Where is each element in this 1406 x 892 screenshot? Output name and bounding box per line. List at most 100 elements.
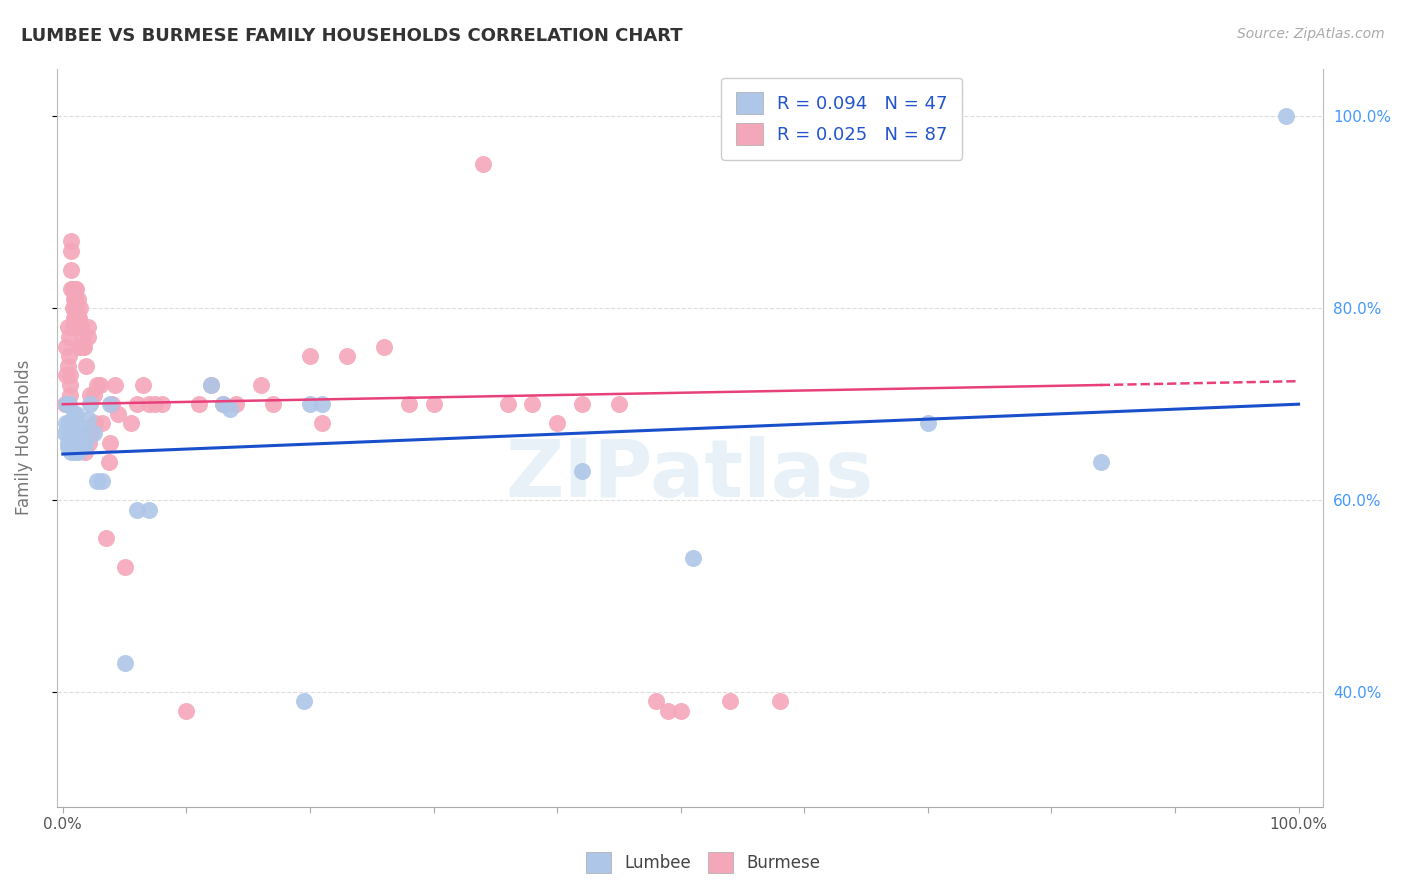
Point: [62, 320, 84, 334]
Point: [645, 694, 668, 708]
Point: [571, 397, 593, 411]
Point: [60, 445, 83, 459]
Point: [107, 407, 129, 421]
Point: [70, 441, 93, 455]
Point: [150, 397, 173, 411]
Point: [669, 704, 692, 718]
Point: [225, 397, 247, 411]
Point: [187, 397, 209, 411]
Point: [76, 320, 98, 334]
Point: [311, 397, 333, 411]
Point: [79, 397, 101, 411]
Point: [72, 421, 94, 435]
Point: [75, 359, 97, 373]
Y-axis label: Family Households: Family Households: [15, 360, 32, 516]
Point: [76, 330, 98, 344]
Point: [59, 387, 82, 401]
Point: [83, 425, 105, 440]
Point: [76, 411, 98, 425]
Point: [298, 349, 321, 363]
Point: [58, 417, 80, 431]
Point: [60, 417, 83, 431]
Point: [63, 282, 86, 296]
Point: [58, 349, 80, 363]
Point: [86, 378, 108, 392]
Point: [56, 441, 79, 455]
Legend: R = 0.094   N = 47, R = 0.025   N = 87: R = 0.094 N = 47, R = 0.025 N = 87: [721, 78, 962, 160]
Point: [83, 387, 105, 401]
Point: [60, 263, 83, 277]
Point: [56, 320, 79, 334]
Point: [73, 441, 96, 455]
Point: [56, 435, 79, 450]
Point: [58, 397, 80, 411]
Point: [59, 378, 82, 392]
Point: [59, 435, 82, 450]
Point: [125, 397, 148, 411]
Point: [63, 431, 86, 445]
Point: [60, 244, 83, 258]
Point: [422, 397, 444, 411]
Point: [58, 425, 80, 440]
Point: [53, 397, 76, 411]
Point: [69, 431, 91, 445]
Point: [373, 340, 395, 354]
Point: [114, 656, 136, 670]
Point: [101, 397, 124, 411]
Point: [63, 292, 86, 306]
Point: [63, 425, 86, 440]
Point: [262, 397, 284, 411]
Point: [132, 378, 155, 392]
Point: [63, 292, 86, 306]
Point: [72, 340, 94, 354]
Point: [1275, 110, 1298, 124]
Point: [53, 425, 76, 440]
Point: [212, 397, 235, 411]
Point: [65, 282, 87, 296]
Point: [65, 301, 87, 316]
Point: [67, 340, 90, 354]
Point: [72, 330, 94, 344]
Point: [66, 310, 89, 325]
Point: [59, 417, 82, 431]
Point: [398, 397, 420, 411]
Point: [67, 310, 90, 325]
Point: [114, 560, 136, 574]
Point: [249, 378, 271, 392]
Point: [59, 368, 82, 383]
Point: [62, 301, 84, 316]
Point: [298, 397, 321, 411]
Legend: Lumbee, Burmese: Lumbee, Burmese: [579, 846, 827, 880]
Point: [79, 387, 101, 401]
Text: LUMBEE VS BURMESE FAMILY HOUSEHOLDS CORRELATION CHART: LUMBEE VS BURMESE FAMILY HOUSEHOLDS CORR…: [21, 27, 683, 45]
Point: [138, 502, 160, 516]
Point: [70, 320, 93, 334]
Point: [91, 474, 114, 488]
Point: [98, 435, 121, 450]
Point: [80, 425, 103, 440]
Point: [104, 378, 127, 392]
Point: [67, 320, 90, 334]
Point: [218, 401, 240, 416]
Point: [496, 397, 519, 411]
Point: [65, 435, 87, 450]
Point: [89, 378, 111, 392]
Point: [607, 397, 630, 411]
Point: [63, 310, 86, 325]
Point: [471, 157, 494, 171]
Point: [125, 502, 148, 516]
Point: [682, 550, 704, 565]
Point: [66, 445, 89, 459]
Point: [69, 301, 91, 316]
Point: [546, 417, 568, 431]
Point: [120, 417, 142, 431]
Point: [138, 397, 160, 411]
Point: [176, 704, 198, 718]
Point: [62, 282, 84, 296]
Point: [73, 340, 96, 354]
Point: [200, 378, 222, 392]
Point: [70, 340, 93, 354]
Point: [62, 425, 84, 440]
Point: [1090, 455, 1112, 469]
Point: [62, 435, 84, 450]
